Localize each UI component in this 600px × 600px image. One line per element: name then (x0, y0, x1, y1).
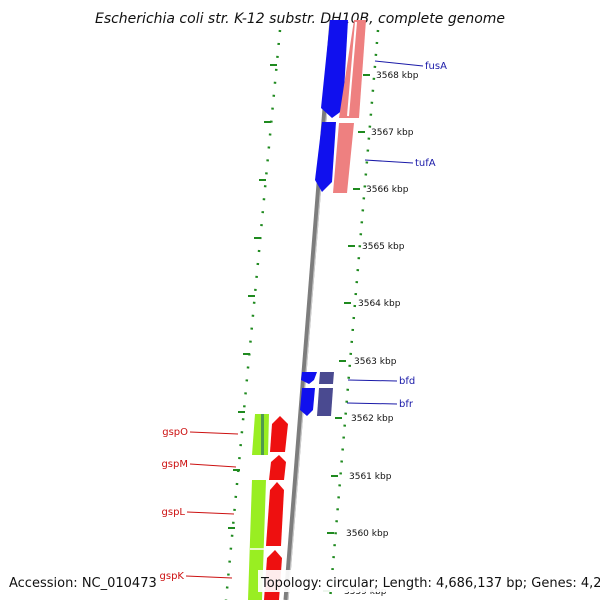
gc-inner-dashes (228, 64, 277, 529)
gene-label-bfr[interactable]: bfr (399, 399, 414, 410)
gene-leader-gspO (189, 431, 239, 435)
cds-gspO-stripe (261, 414, 264, 455)
gene-leader-bfd (347, 379, 398, 382)
scale-label-3564: 3564 kbp (358, 299, 401, 309)
gene-labels-right: fusA tufA bfd bfr (346, 60, 447, 410)
gene-label-gspO[interactable]: gspO (162, 427, 188, 438)
map-title: Escherichia coli str. K-12 substr. DH10B… (95, 11, 505, 27)
cds-fusA-blue[interactable] (321, 20, 348, 118)
cds-gspL-red[interactable] (266, 482, 284, 546)
gene-leader-bfr (346, 402, 398, 405)
gene-label-tufA[interactable]: tufA (415, 158, 436, 169)
cds-gspM-red[interactable] (269, 455, 286, 480)
scale-label-3560: 3560 kbp (346, 529, 389, 539)
cds-salmon-highlight (347, 21, 357, 117)
footer-summary-bg (258, 570, 596, 592)
cds-gspO-red[interactable] (270, 416, 288, 452)
gene-leader-fusA (374, 60, 424, 67)
footer: Accession: NC_010473 Topology: circular;… (4, 570, 600, 592)
cds-gspO-lime[interactable] (252, 414, 269, 455)
footer-accession-bg (4, 570, 152, 592)
gene-label-gspK[interactable]: gspK (160, 571, 185, 582)
genome-backbone (283, 19, 335, 600)
gene-label-gspL[interactable]: gspL (162, 507, 186, 518)
scale-label-3561: 3561 kbp (349, 472, 392, 482)
gene-labels-left: gspO gspM gspL gspK (160, 427, 239, 582)
genome-backbone-highlight (287, 19, 335, 600)
gc-inner-dots (224, 29, 282, 600)
scale-label-3562: 3562 kbp (351, 414, 394, 424)
accession-text: Accession: NC_010473 (9, 576, 157, 591)
cds-bfd-navy[interactable] (319, 372, 334, 384)
gene-leader-gspL (186, 511, 235, 515)
cds-bfr-navy[interactable] (317, 388, 333, 416)
gc-dot-ticks (224, 29, 380, 600)
scale-labels: 3568 kbp 3567 kbp 3566 kbp 3565 kbp 3564… (344, 71, 419, 597)
cds-top-group (315, 20, 366, 193)
gene-label-bfd[interactable]: bfd (399, 376, 415, 387)
scale-label-3568: 3568 kbp (376, 71, 419, 81)
scale-label-3567: 3567 kbp (371, 128, 414, 138)
cds-bfr-blue[interactable] (300, 388, 315, 416)
cds-bfd-blue[interactable] (301, 372, 317, 384)
scale-label-3565: 3565 kbp (362, 242, 405, 252)
cds-tufA-salmon[interactable] (333, 123, 354, 193)
gene-leader-gspK (185, 575, 233, 579)
scale-label-3563: 3563 kbp (354, 357, 397, 367)
gene-leader-gspM (189, 463, 237, 468)
gene-label-gspM[interactable]: gspM (161, 459, 188, 470)
genome-summary-text: Topology: circular; Length: 4,686,137 bp… (260, 576, 600, 591)
cds-bfd-bfr-group (300, 372, 334, 416)
gene-leader-tufA (364, 159, 414, 164)
cds-tufA-blue[interactable] (315, 122, 336, 192)
gene-label-fusA[interactable]: fusA (425, 61, 447, 72)
scale-label-3566: 3566 kbp (366, 185, 409, 195)
